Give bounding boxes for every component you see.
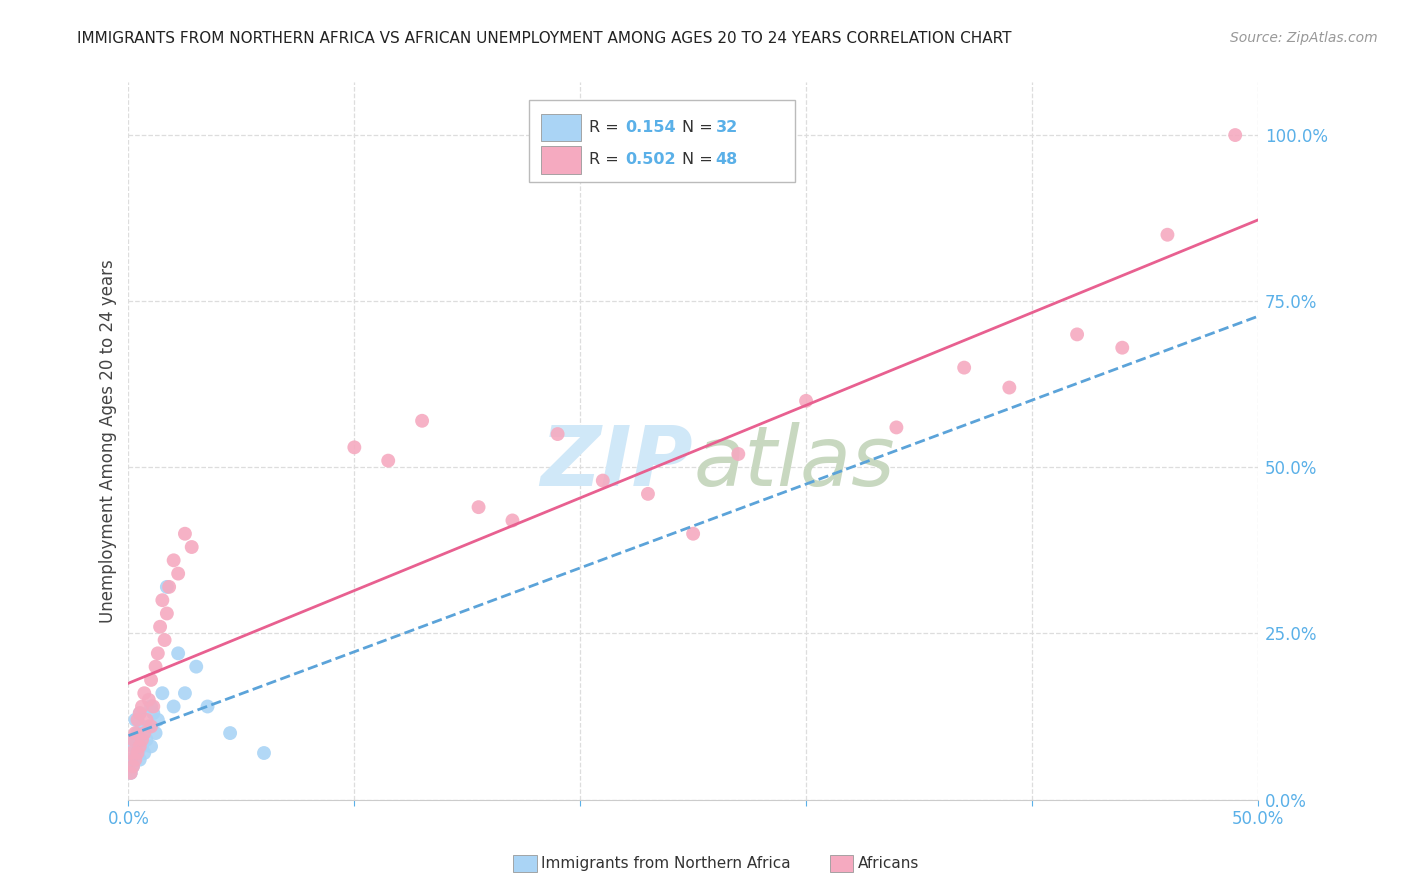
Point <box>128 739 150 754</box>
Point <box>124 753 146 767</box>
FancyBboxPatch shape <box>530 100 794 182</box>
Point <box>134 726 156 740</box>
Point <box>124 732 146 747</box>
Point <box>411 414 433 428</box>
Point <box>120 766 142 780</box>
Point <box>174 526 197 541</box>
Point <box>145 659 167 673</box>
Point <box>150 686 173 700</box>
Point <box>180 540 202 554</box>
Point <box>134 746 156 760</box>
Point <box>219 726 242 740</box>
Point <box>122 739 145 754</box>
Point <box>794 393 817 408</box>
Point <box>127 746 149 760</box>
Point <box>886 420 908 434</box>
Point <box>134 686 156 700</box>
Point <box>167 646 190 660</box>
Point <box>142 699 165 714</box>
Point <box>139 719 162 733</box>
FancyBboxPatch shape <box>541 114 581 142</box>
Point <box>156 580 179 594</box>
Text: ZIP: ZIP <box>540 422 693 503</box>
Point <box>157 580 180 594</box>
Point <box>592 474 614 488</box>
Point <box>120 746 142 760</box>
Point <box>150 593 173 607</box>
Point <box>1225 128 1247 142</box>
Text: atlas: atlas <box>693 422 894 503</box>
Point <box>120 753 142 767</box>
Point <box>547 427 569 442</box>
Point <box>953 360 976 375</box>
Point <box>142 706 165 720</box>
Point <box>135 732 157 747</box>
Point <box>637 487 659 501</box>
Point <box>1111 341 1133 355</box>
Y-axis label: Unemployment Among Ages 20 to 24 years: Unemployment Among Ages 20 to 24 years <box>100 259 117 623</box>
Point <box>127 746 149 760</box>
Point <box>149 620 172 634</box>
Point <box>146 646 169 660</box>
Point <box>128 706 150 720</box>
Point <box>131 732 153 747</box>
FancyBboxPatch shape <box>541 146 581 174</box>
Point <box>1156 227 1178 242</box>
Point <box>124 753 146 767</box>
Point <box>139 699 162 714</box>
Point <box>153 633 176 648</box>
Point <box>998 380 1021 394</box>
Text: Africans: Africans <box>858 856 920 871</box>
Text: 48: 48 <box>716 152 738 167</box>
Point <box>139 673 162 687</box>
Point <box>122 759 145 773</box>
Text: IMMIGRANTS FROM NORTHERN AFRICA VS AFRICAN UNEMPLOYMENT AMONG AGES 20 TO 24 YEAR: IMMIGRANTS FROM NORTHERN AFRICA VS AFRIC… <box>77 31 1012 46</box>
Point <box>163 699 186 714</box>
Point <box>186 659 208 673</box>
Point <box>131 699 153 714</box>
Point <box>124 713 146 727</box>
Point <box>253 746 276 760</box>
Point <box>131 739 153 754</box>
Point <box>197 699 219 714</box>
Point <box>377 453 399 467</box>
Point <box>128 732 150 747</box>
Point <box>131 719 153 733</box>
Point <box>163 553 186 567</box>
Text: Source: ZipAtlas.com: Source: ZipAtlas.com <box>1230 31 1378 45</box>
Point <box>139 739 162 754</box>
Point <box>682 526 704 541</box>
Text: R =: R = <box>589 152 624 167</box>
Point <box>467 500 489 515</box>
Point <box>120 766 142 780</box>
Point <box>128 706 150 720</box>
Text: 32: 32 <box>716 120 738 135</box>
Point <box>138 719 160 733</box>
Point <box>124 726 146 740</box>
Text: 0.154: 0.154 <box>626 120 676 135</box>
Text: N =: N = <box>682 120 717 135</box>
Point <box>146 713 169 727</box>
Point <box>145 726 167 740</box>
Text: R =: R = <box>589 120 624 135</box>
Text: Immigrants from Northern Africa: Immigrants from Northern Africa <box>541 856 792 871</box>
Point <box>128 753 150 767</box>
Point <box>1066 327 1088 342</box>
Point <box>501 513 523 527</box>
Point <box>343 441 366 455</box>
Point <box>135 713 157 727</box>
Point <box>174 686 197 700</box>
Point <box>167 566 190 581</box>
Text: N =: N = <box>682 152 717 167</box>
Point <box>138 693 160 707</box>
Point <box>127 726 149 740</box>
Point <box>134 726 156 740</box>
Point <box>122 759 145 773</box>
Point <box>156 607 179 621</box>
Point <box>122 732 145 747</box>
Point <box>127 713 149 727</box>
Point <box>727 447 749 461</box>
Text: 0.502: 0.502 <box>626 152 676 167</box>
